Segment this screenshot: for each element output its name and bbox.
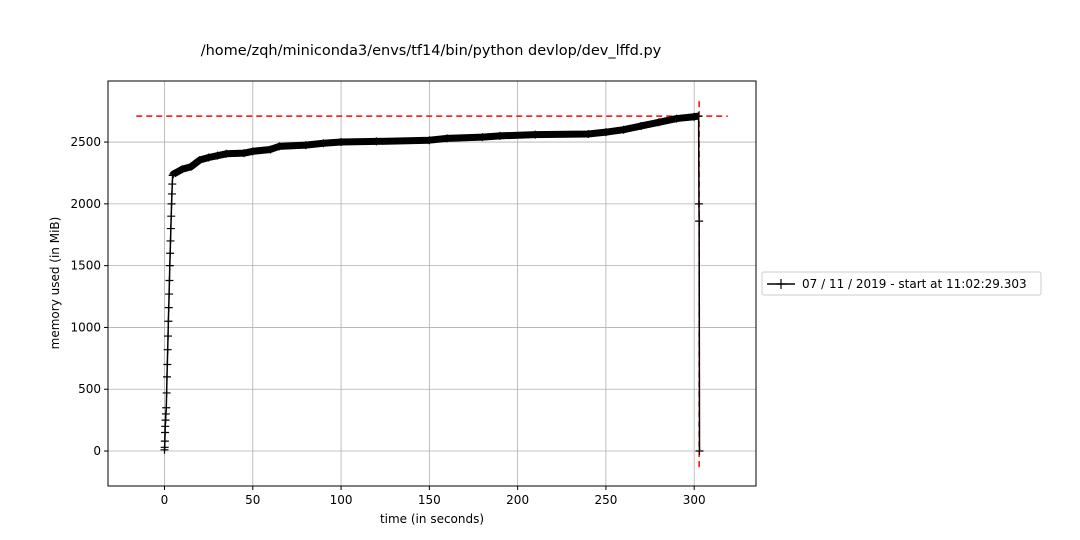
data-point-marker <box>164 303 173 312</box>
data-point-marker <box>165 276 174 285</box>
y-tick-label: 1500 <box>70 259 101 273</box>
data-point-marker <box>239 149 248 158</box>
data-point-marker <box>162 388 171 397</box>
y-axis-label: memory used (in MiB) <box>48 217 62 350</box>
data-point-marker <box>165 290 174 299</box>
legend-box <box>761 271 1042 296</box>
y-tick-label: 2000 <box>70 197 101 211</box>
data-point-marker <box>195 155 204 164</box>
data-point-marker <box>478 133 487 142</box>
legend: 07 / 11 / 2019 - start at 11:02:29.303 <box>761 271 1042 296</box>
data-point-marker <box>695 447 704 456</box>
data-point-marker <box>167 189 176 198</box>
data-point-marker <box>601 128 610 137</box>
data-point-marker <box>694 112 703 121</box>
data-point-marker <box>275 142 284 151</box>
x-tick-label: 250 <box>594 493 617 507</box>
data-point-marker <box>165 261 174 270</box>
data-point-marker <box>204 153 213 162</box>
data-point-marker <box>337 138 346 147</box>
chart-title: /home/zqh/miniconda3/envs/tf14/bin/pytho… <box>201 43 662 59</box>
y-tick-label: 2500 <box>70 135 101 149</box>
x-axis-label: time (in seconds) <box>380 512 484 526</box>
data-point-marker <box>531 130 540 139</box>
data-point-marker <box>167 199 176 208</box>
data-point-marker <box>164 317 173 326</box>
data-point-marker <box>319 139 328 148</box>
data-point-marker <box>164 332 173 341</box>
data-point-marker <box>619 125 628 134</box>
data-point-marker <box>690 112 699 121</box>
data-point-marker <box>637 121 646 130</box>
data-point-marker <box>672 114 681 123</box>
data-point-marker <box>160 437 169 446</box>
data-point-marker <box>178 165 187 174</box>
data-point-marker <box>167 212 176 221</box>
data-point-marker <box>266 145 275 154</box>
data-point-marker <box>301 141 310 150</box>
data-point-marker <box>168 180 177 189</box>
data-point-marker <box>248 147 257 156</box>
data-point-marker <box>495 131 504 140</box>
data-point-marker <box>425 136 434 145</box>
series-line <box>163 115 701 452</box>
data-point-marker <box>168 171 177 180</box>
legend-entry-label: 07 / 11 / 2019 - start at 11:02:29.303 <box>802 277 1027 291</box>
data-point-marker <box>694 199 703 208</box>
data-point-marker <box>213 151 222 160</box>
series-group <box>160 112 704 456</box>
x-tick-label: 0 <box>161 493 169 507</box>
data-point-marker <box>163 360 172 369</box>
series-dense-band <box>169 112 700 178</box>
y-tick-label: 500 <box>78 382 101 396</box>
data-point-marker <box>222 149 231 158</box>
x-tick-label: 150 <box>418 493 441 507</box>
data-point-marker <box>166 224 175 233</box>
data-point-marker <box>162 372 171 381</box>
axis-ticks: 0 50 100 150 200 250 300 0 500 1000 1500 2000 2500 <box>70 135 705 507</box>
data-point-marker <box>654 118 663 127</box>
data-point-marker <box>166 249 175 258</box>
data-point-marker <box>372 137 381 146</box>
data-point-marker <box>186 162 195 171</box>
data-point-marker <box>163 345 172 354</box>
data-point-marker <box>166 236 175 245</box>
data-point-marker <box>443 134 452 143</box>
data-point-marker <box>584 130 593 139</box>
data-point-marker <box>162 403 171 412</box>
plot-frame <box>107 80 757 487</box>
data-point-marker <box>169 170 178 179</box>
y-tick-label: 1000 <box>70 320 101 334</box>
x-tick-label: 300 <box>683 493 706 507</box>
x-tick-label: 50 <box>245 493 260 507</box>
x-tick-label: 100 <box>330 493 353 507</box>
y-tick-label: 0 <box>93 444 101 458</box>
x-tick-label: 200 <box>506 493 529 507</box>
data-point-marker <box>695 217 704 226</box>
legend-plus-marker <box>776 279 786 289</box>
